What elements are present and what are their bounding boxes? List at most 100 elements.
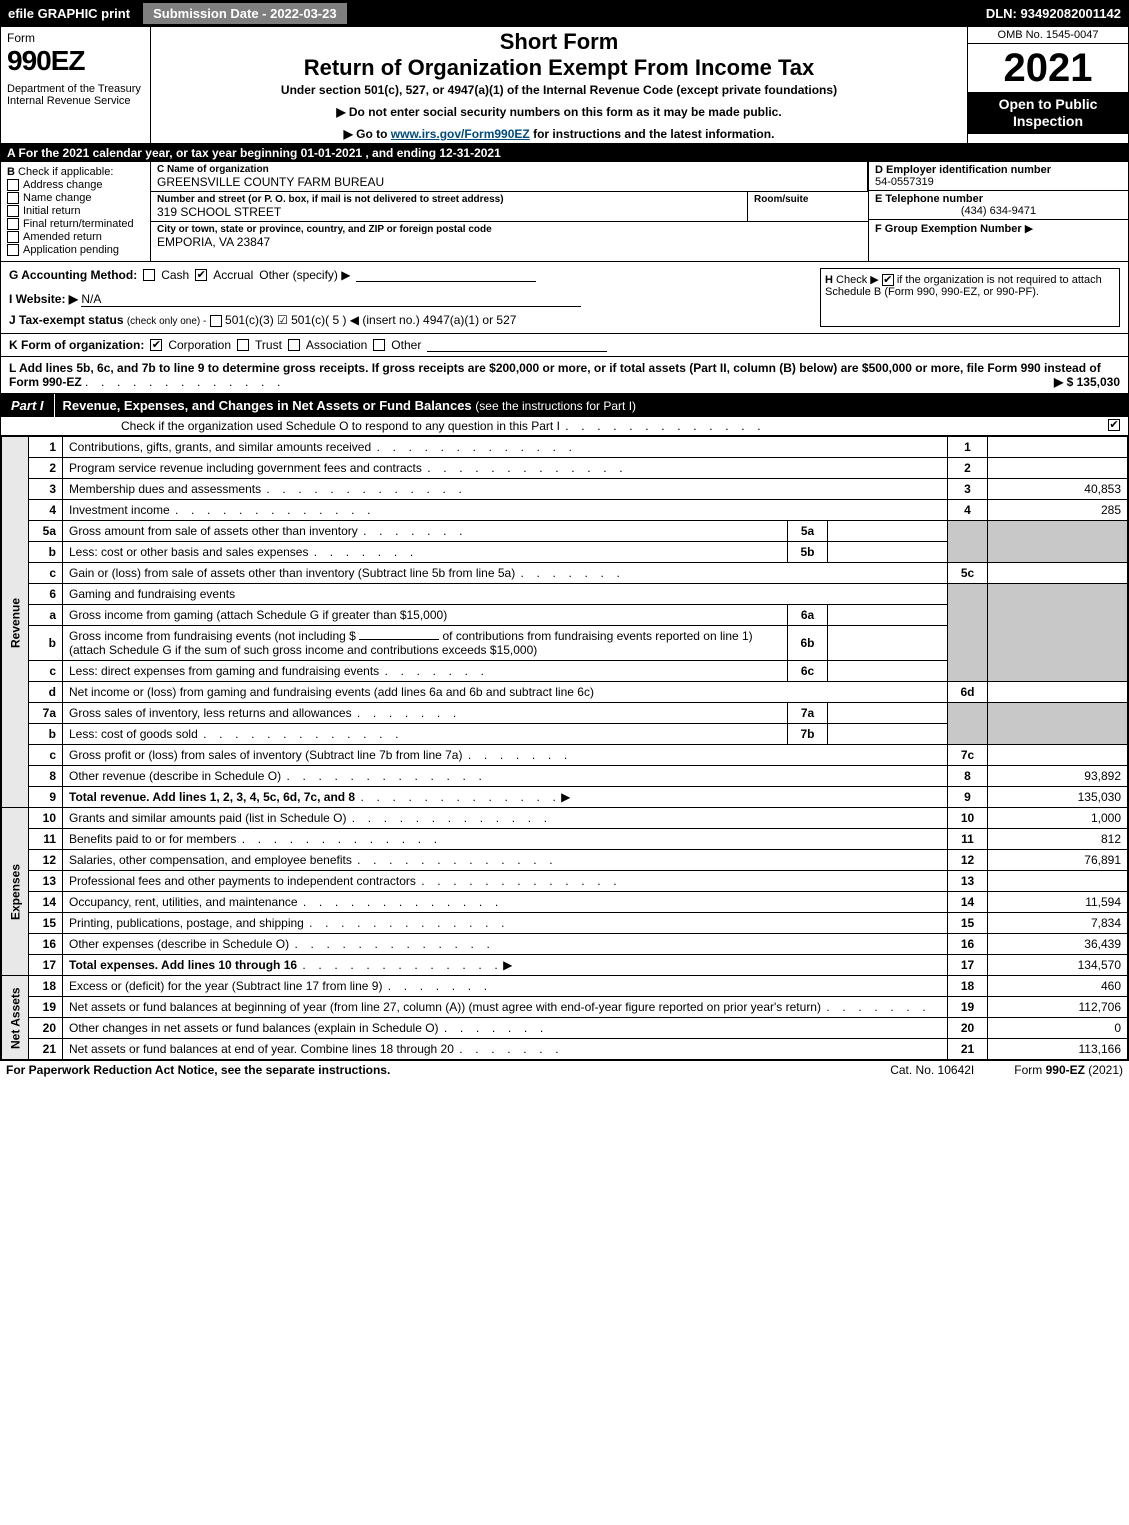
section-c: C Name of organization GREENSVILLE COUNT…: [151, 162, 868, 261]
org-city: EMPORIA, VA 23847: [157, 235, 862, 249]
other-org-blank[interactable]: [427, 338, 607, 352]
val-6d: [988, 682, 1128, 703]
footer: For Paperwork Reduction Act Notice, see …: [0, 1061, 1129, 1079]
ln-19: 19: [29, 997, 63, 1018]
lbl-final-return: Final return/terminated: [23, 218, 134, 230]
chk-accrual[interactable]: [195, 269, 207, 281]
section-bcdef: B Check if applicable: Address change Na…: [1, 162, 1128, 262]
chk-trust[interactable]: [237, 339, 249, 351]
section-b: B Check if applicable: Address change Na…: [1, 162, 151, 261]
num-12: 12: [948, 850, 988, 871]
row-k: K Form of organization: Corporation Trus…: [1, 334, 1128, 357]
f-arrow: ▶: [1025, 223, 1033, 235]
desc-5b: Less: cost or other basis and sales expe…: [69, 545, 308, 559]
lbl-association: Association: [306, 338, 367, 352]
lbl-corporation: Corporation: [168, 338, 231, 352]
desc-20: Other changes in net assets or fund bala…: [69, 1021, 439, 1035]
desc-5a: Gross amount from sale of assets other t…: [69, 524, 358, 538]
irs-link[interactable]: www.irs.gov/Form990EZ: [391, 127, 530, 141]
shadeval-7: [988, 703, 1128, 745]
form-word: Form: [7, 31, 144, 45]
val-15: 7,834: [988, 913, 1128, 934]
chk-application-pending[interactable]: [7, 244, 19, 256]
desc-4: Investment income: [69, 503, 170, 517]
desc-7a: Gross sales of inventory, less returns a…: [69, 706, 352, 720]
mini-6c: 6c: [788, 661, 828, 682]
chk-corporation[interactable]: [150, 339, 162, 351]
other-blank[interactable]: [356, 268, 536, 282]
chk-final-return[interactable]: [7, 218, 19, 230]
ln-8: 8: [29, 766, 63, 787]
footer-catno: Cat. No. 10642I: [890, 1063, 974, 1077]
desc-19: Net assets or fund balances at beginning…: [69, 1000, 821, 1014]
val-9: 135,030: [988, 787, 1128, 808]
main-title: Return of Organization Exempt From Incom…: [159, 55, 959, 81]
ln-16: 16: [29, 934, 63, 955]
shadeval-6: [988, 584, 1128, 682]
desc-1: Contributions, gifts, grants, and simila…: [69, 440, 371, 454]
chk-amended-return[interactable]: [7, 231, 19, 243]
desc-5c: Gain or (loss) from sale of assets other…: [69, 566, 515, 580]
num-19: 19: [948, 997, 988, 1018]
num-7c: 7c: [948, 745, 988, 766]
num-18: 18: [948, 976, 988, 997]
num-9: 9: [948, 787, 988, 808]
e-label: E Telephone number: [875, 193, 1122, 205]
org-street: 319 SCHOOL STREET: [157, 205, 741, 219]
part1-title: Revenue, Expenses, and Changes in Net As…: [55, 394, 1128, 417]
lbl-address-change: Address change: [23, 179, 103, 191]
chk-association[interactable]: [288, 339, 300, 351]
desc-7b: Less: cost of goods sold: [69, 727, 198, 741]
f-label: F Group Exemption Number: [875, 223, 1022, 235]
ln-7a: 7a: [29, 703, 63, 724]
header-center: Short Form Return of Organization Exempt…: [151, 27, 968, 143]
ln-4: 4: [29, 500, 63, 521]
val-2: [988, 458, 1128, 479]
ln-17: 17: [29, 955, 63, 976]
desc-13: Professional fees and other payments to …: [69, 874, 416, 888]
c-street-label: Number and street (or P. O. box, if mail…: [157, 194, 741, 205]
num-17: 17: [948, 955, 988, 976]
side-expenses: Expenses: [2, 808, 29, 976]
val-5c: [988, 563, 1128, 584]
desc-9: Total revenue. Add lines 1, 2, 3, 4, 5c,…: [69, 790, 355, 804]
k-label: K Form of organization:: [9, 338, 144, 352]
chk-other-org[interactable]: [373, 339, 385, 351]
ln-7b: b: [29, 724, 63, 745]
val-8: 93,892: [988, 766, 1128, 787]
ln-9: 9: [29, 787, 63, 808]
chk-address-change[interactable]: [7, 179, 19, 191]
l-dots: [85, 375, 282, 389]
val-19: 112,706: [988, 997, 1128, 1018]
chk-h[interactable]: [882, 274, 894, 286]
num-21: 21: [948, 1039, 988, 1060]
desc-3: Membership dues and assessments: [69, 482, 261, 496]
chk-initial-return[interactable]: [7, 205, 19, 217]
blank-6b[interactable]: [359, 639, 439, 640]
shade-7: [948, 703, 988, 745]
val-1: [988, 437, 1128, 458]
minival-6a: [828, 605, 948, 626]
section-def: D Employer identification number 54-0557…: [868, 162, 1128, 261]
chk-501c3[interactable]: [210, 315, 222, 327]
chk-cash[interactable]: [143, 269, 155, 281]
ln-1: 1: [29, 437, 63, 458]
j-label: J Tax-exempt status: [9, 313, 124, 327]
val-7c: [988, 745, 1128, 766]
side-revenue: Revenue: [2, 437, 29, 808]
val-20: 0: [988, 1018, 1128, 1039]
chk-schedule-o[interactable]: [1108, 419, 1120, 431]
num-8: 8: [948, 766, 988, 787]
efile-label[interactable]: efile GRAPHIC print: [0, 4, 138, 23]
ein-value: 54-0557319: [875, 176, 1122, 188]
website-value: N/A: [81, 292, 581, 307]
num-10: 10: [948, 808, 988, 829]
lbl-trust: Trust: [255, 338, 282, 352]
ln-15: 15: [29, 913, 63, 934]
desc-16: Other expenses (describe in Schedule O): [69, 937, 289, 951]
num-4: 4: [948, 500, 988, 521]
chk-name-change[interactable]: [7, 192, 19, 204]
l-amount: ▶ $ 135,030: [1054, 375, 1120, 389]
desc-12: Salaries, other compensation, and employ…: [69, 853, 352, 867]
val-21: 113,166: [988, 1039, 1128, 1060]
